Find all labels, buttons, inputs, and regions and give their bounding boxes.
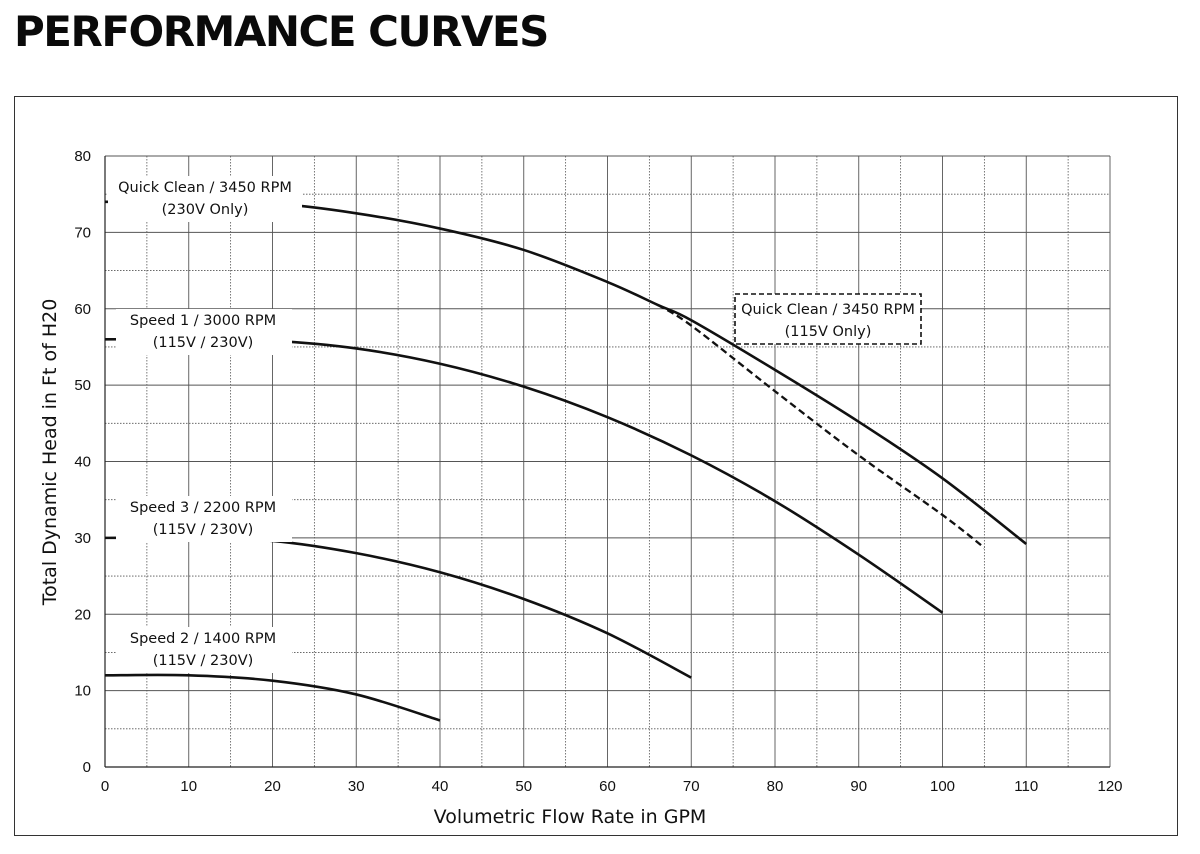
series-label-background — [116, 627, 292, 673]
y-tick-label: 10 — [74, 683, 91, 700]
y-tick-label: 40 — [74, 454, 91, 471]
x-tick-label: 90 — [850, 778, 867, 795]
x-tick-label: 0 — [101, 778, 109, 795]
x-tick-label: 10 — [180, 778, 197, 795]
series-label-background — [116, 496, 292, 542]
y-tick-label: 50 — [74, 377, 91, 394]
x-axis-title: Volumetric Flow Rate in GPM — [434, 806, 707, 828]
major-grid — [104, 155, 1111, 768]
series-name-label: Speed 3 / 2200 RPM — [130, 500, 276, 516]
series-note-label: (115V Only) — [785, 324, 872, 340]
series-name-label: Quick Clean / 3450 RPM — [741, 302, 915, 318]
series-name-label: Speed 1 / 3000 RPM — [130, 313, 276, 329]
y-tick-label: 60 — [74, 301, 91, 318]
series-name-label: Quick Clean / 3450 RPM — [118, 180, 292, 196]
y-tick-label: 0 — [83, 759, 91, 776]
x-tick-label: 70 — [683, 778, 700, 795]
series-note-label: (230V Only) — [162, 202, 249, 218]
x-tick-label: 60 — [599, 778, 616, 795]
x-tick-label: 80 — [767, 778, 784, 795]
x-tick-label: 30 — [348, 778, 365, 795]
page-title: PERFORMANCE CURVES — [14, 7, 549, 56]
series-note-label: (115V / 230V) — [153, 522, 254, 538]
series-line-dashed — [657, 303, 986, 549]
tick-labels: 0 10 20 30 40 50 60 70 80 90 100 110 120 0 10 20 30 40 50 6… — [74, 148, 1122, 795]
series-label-box — [734, 293, 922, 345]
x-tick-label: 110 — [1014, 778, 1038, 795]
series-label-background — [116, 309, 292, 355]
x-tick-label: 20 — [264, 778, 281, 795]
series-line — [104, 673, 441, 722]
series-note-label: (115V / 230V) — [153, 335, 254, 351]
x-tick-label: 40 — [432, 778, 449, 795]
y-tick-label: 70 — [74, 224, 91, 241]
x-tick-label: 100 — [930, 778, 955, 795]
y-tick-label: 20 — [74, 606, 91, 623]
series-note-label: (115V / 230V) — [153, 653, 254, 669]
y-axis-title: Total Dynamic Head in Ft of H20 — [39, 299, 61, 607]
y-tick-label: 30 — [74, 530, 91, 547]
x-tick-label: 120 — [1097, 778, 1122, 795]
x-tick-label: 50 — [515, 778, 532, 795]
series-name-label: Speed 2 / 1400 RPM — [130, 631, 276, 647]
curve-labels: Quick Clean / 3450 RPM (230V Only) Quick C… — [108, 176, 922, 673]
series-label-background — [108, 176, 302, 222]
y-tick-label: 80 — [74, 148, 91, 165]
chart-frame — [14, 96, 1178, 836]
